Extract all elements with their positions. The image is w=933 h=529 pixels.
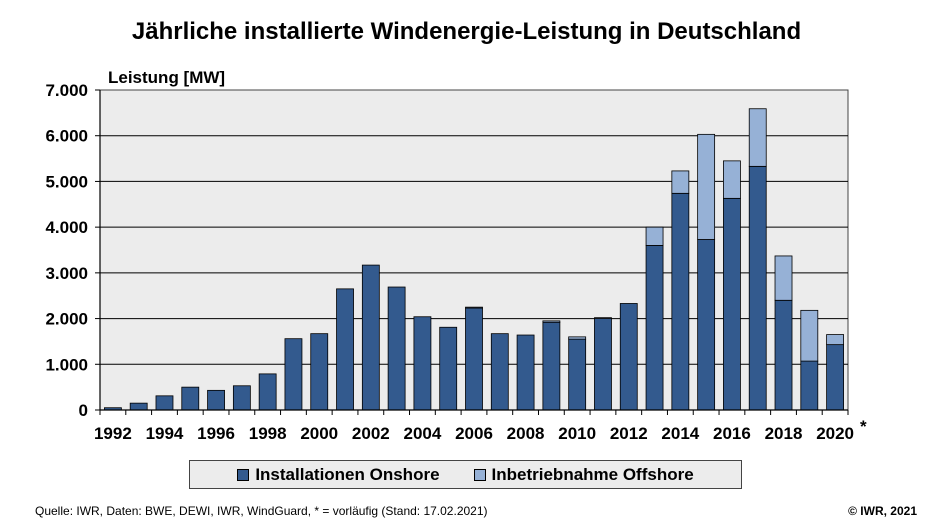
bar-onshore — [284, 338, 303, 411]
x-tick-label: 1994 — [146, 424, 184, 443]
legend-item-offshore: Inbetriebnahme Offshore — [473, 464, 694, 485]
bar-offshore — [826, 334, 845, 346]
bar-onshore — [490, 333, 509, 411]
legend-label-offshore: Inbetriebnahme Offshore — [491, 464, 694, 484]
bar-onshore — [181, 386, 200, 411]
bar-onshore — [568, 338, 587, 411]
bar-offshore — [645, 226, 664, 246]
bar-onshore — [129, 402, 148, 411]
x-tick-label: 2010 — [558, 424, 596, 443]
bar-onshore — [774, 299, 793, 411]
x-tick-label: 2008 — [507, 424, 545, 443]
bar-onshore — [439, 326, 458, 411]
x-tick-label: 2018 — [765, 424, 803, 443]
y-axis-label: Leistung [MW] — [108, 68, 226, 87]
bar-offshore — [697, 133, 716, 240]
bar-onshore — [542, 321, 561, 411]
y-tick-label: 2.000 — [45, 310, 88, 329]
y-tick-label: 3.000 — [45, 264, 88, 283]
bar-offshore — [800, 309, 819, 362]
bar-onshore — [697, 239, 716, 411]
bar-offshore — [568, 336, 587, 340]
bar-onshore — [413, 316, 432, 411]
legend-swatch-onshore — [237, 468, 250, 481]
bar-onshore — [748, 165, 767, 411]
y-tick-label: 1.000 — [45, 355, 88, 374]
bar-onshore — [826, 344, 845, 411]
bar-onshore — [258, 373, 277, 411]
bar-onshore — [207, 389, 225, 411]
x-tick-label: 2004 — [403, 424, 441, 443]
legend-item-onshore: Installationen Onshore — [237, 464, 440, 485]
bar-offshore — [465, 306, 483, 309]
y-tick-label: 0 — [79, 401, 88, 420]
x-tick-label: 2012 — [610, 424, 648, 443]
legend-swatch-offshore — [473, 468, 486, 481]
bar-onshore — [465, 307, 483, 411]
x-tick-label: 2020 — [816, 424, 854, 443]
bar-onshore — [671, 192, 690, 411]
bar-onshore — [516, 334, 535, 411]
bar-onshore — [232, 385, 251, 411]
x-axis-footnote-mark: * — [860, 417, 867, 436]
copyright-note: © IWR, 2021 — [848, 504, 917, 518]
y-tick-label: 5.000 — [45, 172, 88, 191]
x-tick-label: 2014 — [661, 424, 699, 443]
bar-offshore — [594, 317, 612, 319]
source-note: Quelle: IWR, Daten: BWE, DEWI, IWR, Wind… — [35, 504, 488, 518]
bar-onshore — [310, 333, 329, 411]
legend: Installationen Onshore Inbetriebnahme Of… — [189, 460, 742, 489]
bar-offshore — [774, 255, 793, 301]
y-tick-label: 6.000 — [45, 127, 88, 146]
chart-title: Jährliche installierte Windenergie-Leist… — [131, 18, 802, 45]
y-tick-label: 4.000 — [45, 218, 88, 237]
bar-offshore — [671, 170, 690, 194]
bar-onshore — [800, 360, 819, 411]
bar-offshore — [748, 108, 767, 167]
bar-onshore — [645, 245, 664, 411]
x-tick-label: 2006 — [455, 424, 493, 443]
x-tick-label: 2016 — [713, 424, 751, 443]
bar-offshore — [542, 320, 561, 323]
bar-onshore — [723, 197, 741, 411]
x-tick-label: 2002 — [352, 424, 390, 443]
bar-onshore — [619, 303, 638, 411]
y-tick-label: 7.000 — [45, 81, 88, 100]
bar-onshore — [336, 288, 354, 411]
bar-offshore — [723, 160, 741, 199]
x-tick-label: 2000 — [300, 424, 338, 443]
bar-onshore — [361, 264, 380, 411]
x-tick-label: 1992 — [94, 424, 132, 443]
bar-onshore — [155, 395, 174, 411]
bar-onshore — [387, 286, 406, 411]
x-tick-label: 1996 — [197, 424, 235, 443]
legend-label-onshore: Installationen Onshore — [255, 464, 440, 484]
x-tick-label: 1998 — [249, 424, 287, 443]
bar-onshore — [594, 318, 612, 411]
